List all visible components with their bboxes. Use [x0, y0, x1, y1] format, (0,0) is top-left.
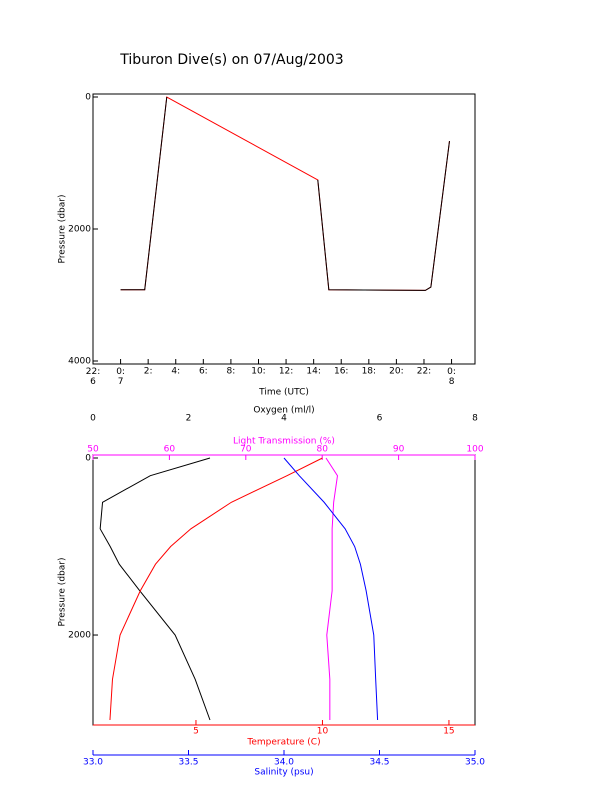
x-tick-label: 0: [90, 414, 96, 424]
x-tick-label: 14:: [306, 367, 320, 377]
x-tick-label: 22: 6: [86, 367, 100, 387]
x-tick-label: 2:: [144, 367, 153, 377]
x-tick-label: 90: [393, 445, 405, 455]
profile-line: [99, 457, 211, 721]
x-tick-label: 35.0: [465, 758, 485, 768]
x-tick-label: 6:: [199, 367, 208, 377]
x-tick-label: 34.0: [274, 758, 294, 768]
x-tick-label: 0: 7: [116, 367, 125, 387]
y-tick-label: 0: [85, 454, 91, 464]
x-tick-label: 50: [87, 445, 99, 455]
chart-title: Tiburon Dive(s) on 07/Aug/2003: [119, 52, 343, 68]
x-tick-label: 12:: [279, 367, 293, 377]
x-tick-label: 22:: [417, 367, 431, 377]
x-tick-label: 34.5: [369, 758, 389, 768]
x-tick-label: 4:: [171, 367, 180, 377]
y-tick-label: 2000: [68, 631, 91, 641]
x-tick-label: 33.0: [83, 758, 103, 768]
x-tick-label: 15: [443, 727, 454, 737]
y-tick-label: 2000: [68, 225, 91, 235]
profile-line: [109, 457, 323, 721]
dive-track: [120, 96, 450, 291]
x-tick-label: 70: [240, 445, 252, 455]
x-axis-label: Salinity (psu): [254, 768, 313, 778]
y-axis-label: Pressure (dbar): [58, 195, 68, 264]
profile-line: [325, 457, 339, 720]
y-axis-label: Pressure (dbar): [58, 558, 68, 627]
x-axis-label: Oxygen (ml/l): [253, 406, 314, 416]
x-tick-label: 100: [466, 445, 483, 455]
y-tick-label: 4000: [68, 357, 91, 367]
dive-track: [120, 96, 450, 291]
x-tick-label: 60: [164, 445, 176, 455]
x-tick-label: 4: [281, 414, 287, 424]
x-tick-label: 6: [377, 414, 383, 424]
x-tick-label: 10: [317, 727, 329, 737]
x-tick-label: 8:: [227, 367, 236, 377]
x-tick-label: 10:: [251, 367, 265, 377]
x-tick-label: 20:: [389, 367, 403, 377]
y-tick-label: 0: [85, 93, 91, 103]
x-tick-label: 5: [193, 727, 199, 737]
x-tick-label: 8: [472, 414, 478, 424]
x-axis-label: Time (UTC): [258, 388, 309, 398]
x-tick-label: 0: 8: [447, 367, 456, 387]
x-axis-label: Temperature (C): [246, 738, 320, 748]
plot-frame: [92, 93, 476, 365]
x-tick-label: 80: [316, 445, 328, 455]
x-tick-label: 18:: [362, 367, 376, 377]
plot-frame: [92, 454, 476, 726]
x-axis-label: Light Transmission (%): [233, 437, 335, 447]
x-tick-label: 2: [186, 414, 192, 424]
x-tick-label: 33.5: [178, 758, 198, 768]
profile-line: [283, 457, 379, 721]
x-tick-label: 16:: [334, 367, 348, 377]
